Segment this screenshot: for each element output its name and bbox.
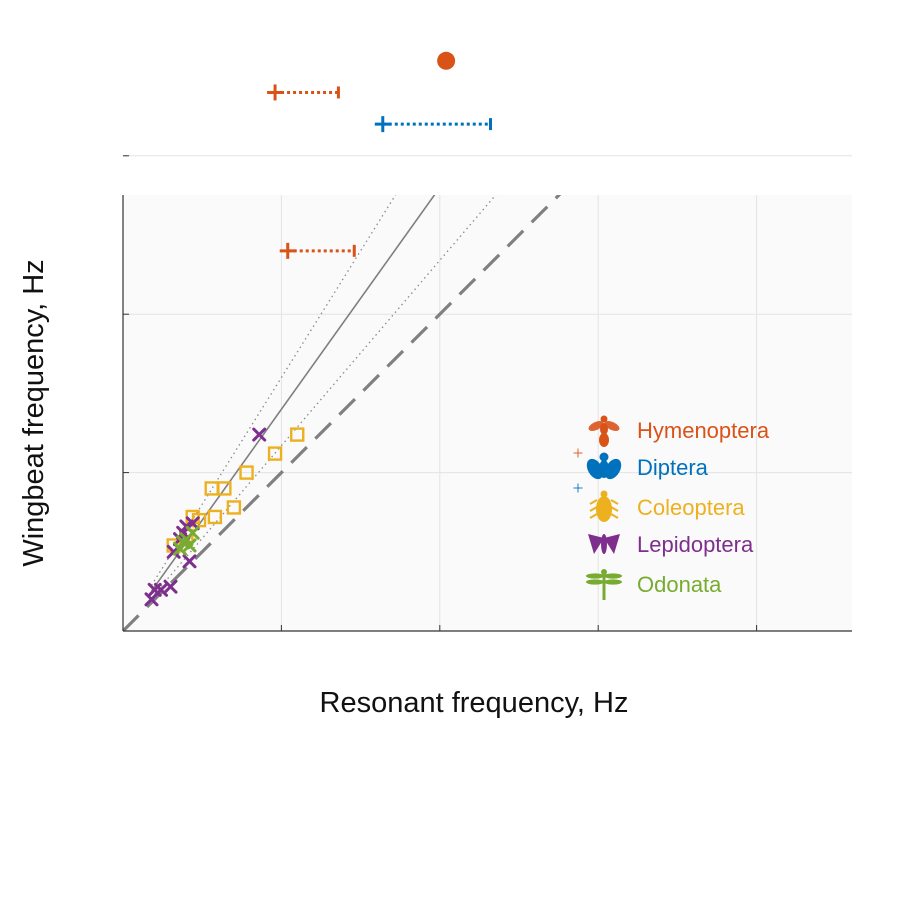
legend-item-lepidoptera: Lepidoptera	[588, 532, 754, 557]
legend-label: Diptera	[637, 455, 709, 480]
axes	[122, 155, 852, 632]
wing-shape	[586, 458, 604, 480]
legend-item-coleoptera: Coleoptera	[589, 490, 745, 522]
odonata-point-stroke	[182, 538, 197, 553]
wing-shape	[586, 573, 604, 579]
body-shape	[601, 534, 607, 554]
leg-shape	[610, 499, 619, 505]
hymenoptera-range-plus	[267, 84, 284, 101]
head-shape	[599, 452, 609, 462]
abdomen-shape	[599, 433, 609, 447]
diptera-range-plus	[374, 116, 391, 133]
leg-shape	[589, 513, 598, 519]
one-to-one-line	[123, 195, 562, 631]
data-marks	[144, 51, 492, 607]
lepidoptera-point	[163, 579, 178, 594]
body-shape	[596, 496, 612, 522]
unity-line	[150, 195, 436, 592]
coleoptera-point	[226, 500, 242, 515]
leg-shape	[589, 506, 598, 512]
coleoptera-point	[267, 446, 283, 461]
wing-shape	[604, 458, 622, 480]
dragonfly-icon	[586, 569, 622, 600]
leg-shape	[589, 499, 598, 505]
legend-label: Odonata	[637, 572, 722, 597]
leg-shape	[610, 506, 619, 512]
wing-shape	[604, 534, 620, 554]
grid	[123, 155, 852, 631]
hymenoptera-range-plus	[279, 242, 296, 259]
wing-shape	[604, 573, 622, 579]
lepidoptera-point	[252, 427, 267, 442]
reference-lines	[123, 195, 562, 631]
fly-icon	[586, 452, 622, 480]
thorax-shape	[600, 423, 608, 435]
coleoptera-point	[207, 509, 223, 525]
hymenoptera-circle-point	[437, 51, 456, 70]
legend-plus-diptera	[573, 483, 583, 493]
legend-item-odonata: Odonata	[586, 569, 722, 600]
lepidoptera-point-stroke	[252, 427, 267, 442]
legend-label: Hymenoptera	[637, 418, 770, 443]
moth-icon	[588, 534, 620, 554]
wing-shape	[586, 579, 604, 585]
lepidoptera-point-stroke	[182, 554, 197, 569]
body-shape	[599, 460, 609, 478]
coleoptera-point	[239, 465, 254, 480]
legend-plus-hymenoptera	[573, 448, 583, 458]
legend-label: Coleoptera	[637, 495, 745, 520]
leg-shape	[610, 513, 619, 519]
odonata-point-stroke	[185, 525, 200, 540]
legend: Hymenoptera Diptera Coleoptera Lepidoptera O…	[573, 415, 770, 600]
bee-icon	[588, 415, 620, 447]
beetle-icon	[589, 490, 619, 522]
lepidoptera-point-stroke	[163, 579, 178, 594]
odonata-point	[182, 538, 197, 553]
head-shape	[600, 490, 608, 498]
legend-item-hymenoptera: Hymenoptera	[588, 415, 770, 447]
head-shape	[600, 415, 608, 423]
lepidoptera-point-stroke	[154, 582, 169, 597]
wing-shape	[604, 579, 622, 585]
coleoptera-point	[217, 481, 232, 496]
legend-item-diptera: Diptera	[586, 452, 709, 480]
wing-shape	[588, 421, 604, 431]
lepidoptera-point-stroke	[185, 516, 200, 531]
coleoptera-point	[290, 427, 305, 442]
odonata-point-stroke	[173, 541, 188, 556]
odonata-point	[185, 525, 200, 540]
lepidoptera-point	[185, 516, 200, 531]
wing-shape	[604, 421, 620, 431]
head-shape	[601, 569, 607, 575]
legend-label: Lepidoptera	[637, 532, 754, 557]
y-axis-label: Wingbeat frequency, Hz	[18, 259, 50, 566]
lepidoptera-point	[182, 554, 197, 569]
plot-area	[123, 195, 852, 631]
x-axis-label: Resonant frequency, Hz	[320, 687, 629, 719]
wing-shape	[588, 534, 604, 554]
